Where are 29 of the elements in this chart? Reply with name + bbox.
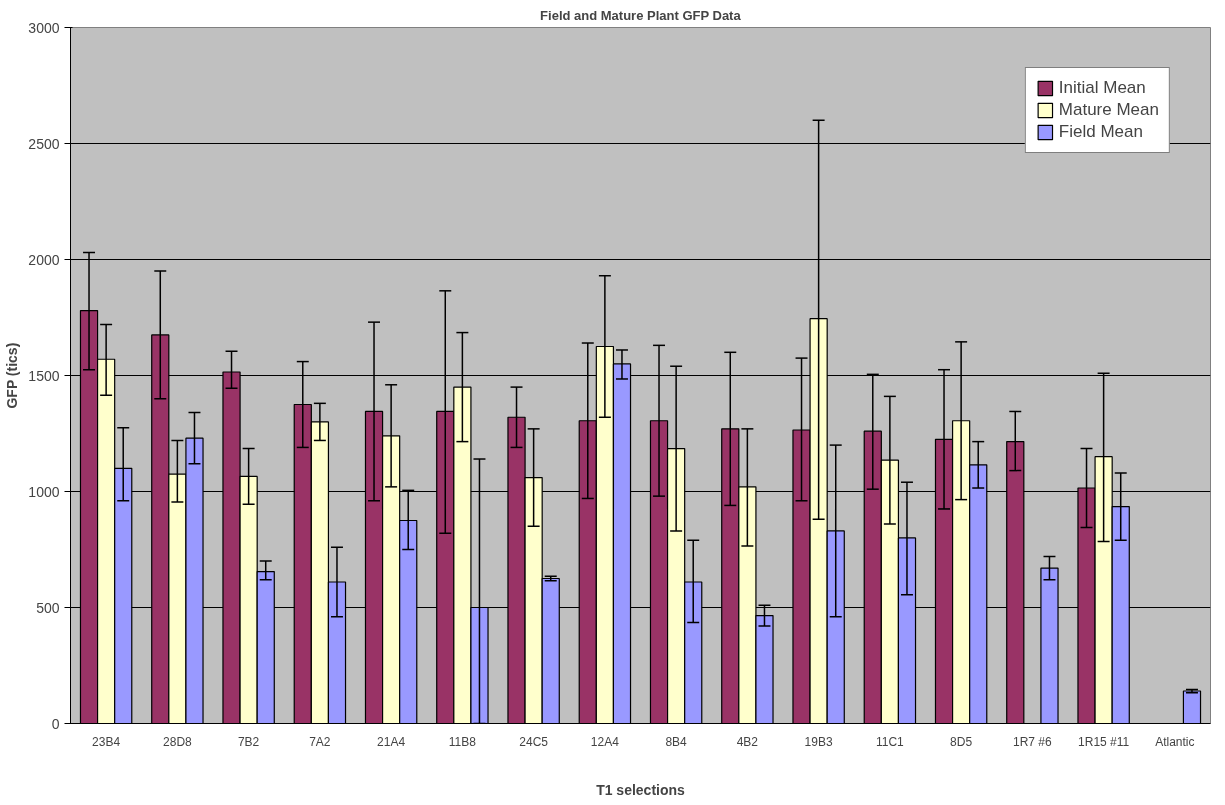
x-tick-label: 12A4 (590, 734, 620, 749)
y-tick-label: 1500 (28, 367, 60, 384)
y-tick-label: 0 (51, 715, 60, 732)
x-tick-label: 1R7 #6 (1013, 734, 1053, 749)
y-tick-label: 3000 (28, 19, 60, 36)
x-axis-title: T1 selections (596, 781, 686, 798)
legend-label: Mature Mean (1058, 100, 1159, 120)
x-tick-label: 4B2 (736, 734, 759, 749)
y-tick-label: 500 (36, 599, 60, 616)
legend-label: Field Mean (1058, 122, 1143, 142)
y-tick-label: 2500 (28, 135, 60, 152)
x-tick-label: 21A4 (377, 734, 406, 749)
legend-label: Initial Mean (1058, 78, 1146, 98)
x-tick-label: 11B8 (448, 734, 477, 749)
y-axis-title: GFP (tics) (4, 342, 21, 409)
y-tick-label: 2000 (28, 251, 60, 268)
x-tick-label: 24C5 (519, 734, 549, 749)
x-tick-label: 7B2 (237, 734, 260, 749)
x-tick-label: Atlantic (1155, 734, 1195, 749)
x-tick-label: 19B3 (804, 734, 833, 749)
x-tick-label: 11C1 (875, 734, 905, 749)
y-tick-label: 1000 (28, 483, 60, 500)
x-tick-label: 23B4 (92, 734, 121, 749)
x-tick-label: 8D5 (950, 734, 973, 749)
chart-title: Field and Mature Plant GFP Data (540, 7, 742, 23)
x-tick-label: 28D8 (163, 734, 193, 749)
x-tick-label: 7A2 (309, 734, 331, 749)
x-tick-label: 8B4 (665, 734, 688, 749)
x-tick-label: 1R15 #11 (1078, 734, 1130, 749)
